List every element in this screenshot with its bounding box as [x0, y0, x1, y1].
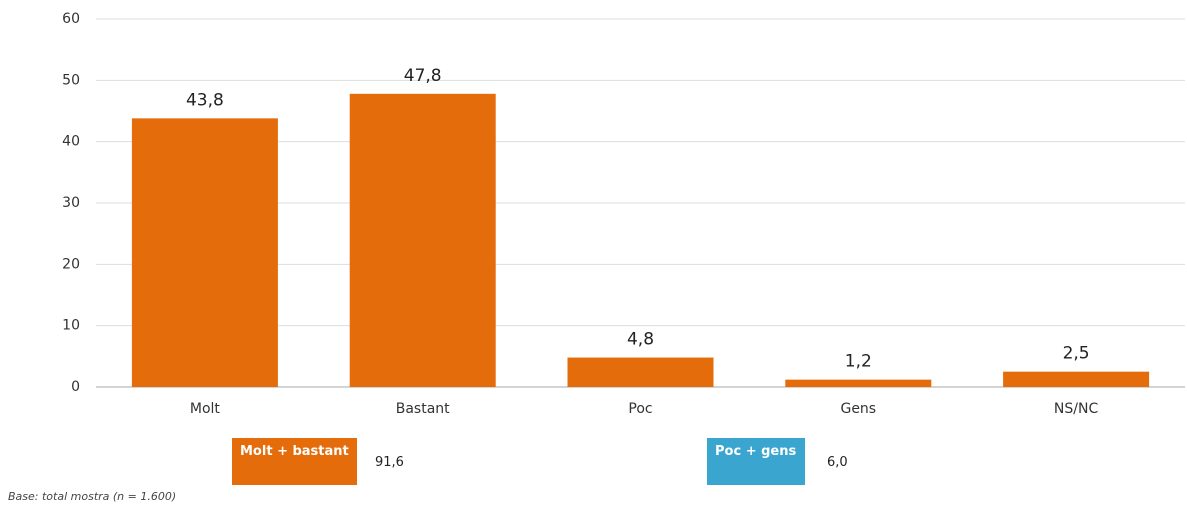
footnote: Base: total mostra (n = 1.600): [8, 490, 177, 503]
x-tick-label: NS/NC: [1054, 401, 1099, 417]
x-tick-label: Bastant: [396, 401, 450, 417]
y-tick-label: 10: [62, 318, 80, 334]
y-tick-label: 20: [62, 256, 80, 272]
summary-value: 6,0: [827, 455, 848, 470]
y-tick-label: 50: [62, 72, 80, 88]
x-tick-label: Poc: [628, 401, 652, 417]
y-tick-label: 0: [71, 379, 80, 395]
summary-value: 91,6: [375, 455, 404, 470]
bar: [1003, 371, 1150, 387]
summary-box: Molt + bastant: [232, 438, 357, 485]
bar: [131, 118, 278, 388]
data-label: 4,8: [627, 330, 654, 350]
bar: [567, 357, 714, 387]
y-tick-label: 60: [62, 11, 80, 27]
data-label: 47,8: [404, 66, 442, 86]
data-label: 43,8: [186, 90, 224, 110]
bar: [349, 93, 496, 388]
summary-box: Poc + gens: [707, 438, 805, 485]
x-tick-label: Molt: [190, 401, 221, 417]
data-label: 2,5: [1063, 344, 1090, 364]
y-tick-label: 40: [62, 134, 80, 150]
y-tick-label: 30: [62, 195, 80, 211]
bar: [785, 379, 932, 387]
data-label: 1,2: [845, 352, 872, 372]
x-tick-label: Gens: [840, 401, 876, 417]
